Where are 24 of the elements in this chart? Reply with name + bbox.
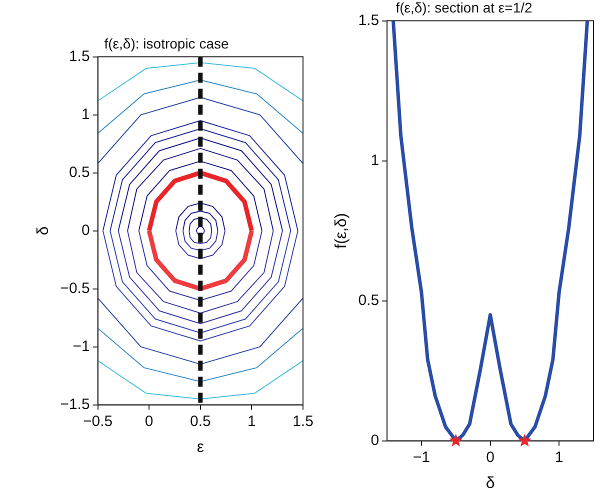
x-tick-label: 0 <box>486 448 494 466</box>
y-tick-label: −0.5 <box>60 280 90 297</box>
y-tick-label: 1.5 <box>68 48 90 65</box>
y-tick-label: 0.5 <box>68 164 90 181</box>
x-tick-label: 0.5 <box>190 412 211 430</box>
x-axis-title: ε <box>196 438 204 456</box>
y-axis-title: δ <box>35 226 52 236</box>
y-tick-label: −1 <box>72 338 90 355</box>
x-tick-label: 0 <box>144 412 154 430</box>
y-tick-label: −1.5 <box>60 396 90 413</box>
y-tick-label: 0 <box>81 222 90 239</box>
x-axis-title: δ <box>486 474 495 492</box>
y-tick-label: 0.5 <box>358 292 380 309</box>
chart-title: f(ε,δ): section at ε=1/2 <box>396 0 533 16</box>
y-tick-label: 1.5 <box>358 12 380 29</box>
y-tick-label: 1 <box>81 106 90 123</box>
x-tick-label: 1 <box>248 412 256 430</box>
x-tick-label: 1.5 <box>292 412 314 430</box>
x-tick-label: 1 <box>554 448 564 466</box>
chart-title: f(ε,δ): isotropic case <box>104 35 229 52</box>
x-tick-label: −1 <box>412 448 430 466</box>
y-tick-label: 1 <box>370 152 380 169</box>
y-tick-label: 0 <box>370 432 380 449</box>
y-axis-title: f(ε,δ) <box>333 213 350 249</box>
